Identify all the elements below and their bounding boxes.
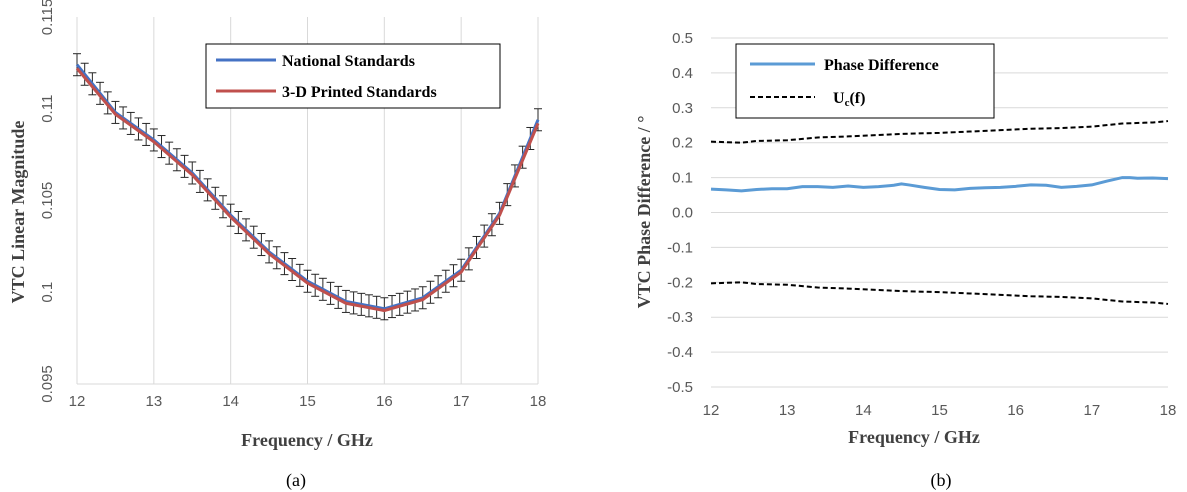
chart-b-series-phase bbox=[710, 176, 1169, 193]
chart-a-x-tick-label: 16 bbox=[376, 393, 393, 410]
chart-a-legend-label-printed: 3-D Printed Standards bbox=[282, 84, 437, 101]
chart-a-x-tick-label: 14 bbox=[222, 393, 239, 410]
chart-a-legend-label-national: National Standards bbox=[282, 53, 415, 70]
chart-b-caption: (b) bbox=[931, 470, 952, 491]
chart-b-x-tick-labels: 12 13 14 15 16 17 18 bbox=[703, 402, 1177, 419]
chart-b-y-tick-label: -0.5 bbox=[667, 379, 693, 396]
chart-b-legend: Phase Difference Uc(f) bbox=[735, 43, 995, 119]
chart-b-x-tick-label: 14 bbox=[855, 402, 872, 419]
chart-b-uncertainty-upper bbox=[710, 120, 1169, 144]
chart-b-y-tick-label: 0.1 bbox=[672, 170, 693, 187]
chart-a: 12 13 14 15 16 17 18 0.095 0.1 0.105 0.11 0.115 Fr… bbox=[8, 0, 546, 491]
chart-a-y-tick-label: 0.095 bbox=[39, 365, 56, 403]
chart-a-x-tick-label: 18 bbox=[530, 393, 547, 410]
chart-a-y-tick-label: 0.1 bbox=[39, 282, 56, 303]
chart-b-y-axis-title: VTC Phase Difference / ° bbox=[634, 116, 654, 309]
chart-b-x-tick-label: 15 bbox=[931, 402, 948, 419]
chart-b-y-tick-label: -0.3 bbox=[667, 309, 693, 326]
chart-b-y-tick-label: 0.2 bbox=[672, 135, 693, 152]
chart-b-x-tick-label: 18 bbox=[1160, 402, 1177, 419]
chart-b-y-tick-label: 0.5 bbox=[672, 30, 693, 47]
chart-a-x-tick-label: 15 bbox=[299, 393, 316, 410]
chart-b-uncertainty-lower bbox=[710, 281, 1169, 305]
chart-b-y-tick-label: -0.4 bbox=[667, 344, 693, 361]
chart-b-gridlines bbox=[711, 37, 1168, 388]
chart-a-x-tick-label: 12 bbox=[69, 393, 86, 410]
chart-a-y-tick-label: 0.11 bbox=[39, 95, 56, 123]
chart-a-x-axis-title: Frequency / GHz bbox=[241, 430, 373, 450]
chart-b-y-tick-label: 0.0 bbox=[672, 205, 693, 222]
chart-b: 12 13 14 15 16 17 18 -0.5 -0.4 -0.3 -0.2 -0.1 0.0 0.… bbox=[634, 30, 1176, 491]
chart-a-y-tick-labels: 0.095 0.1 0.105 0.11 0.115 bbox=[39, 0, 56, 403]
chart-b-y-tick-labels: -0.5 -0.4 -0.3 -0.2 -0.1 0.0 0.1 0.2 0.3 0.4 0.5 bbox=[667, 30, 693, 396]
chart-a-series-lines bbox=[75, 63, 540, 313]
chart-b-legend-label-phase: Phase Difference bbox=[824, 57, 939, 74]
chart-b-y-tick-label: -0.1 bbox=[667, 239, 693, 256]
chart-b-legend-label-uncertainty: Uc(f) bbox=[833, 90, 865, 109]
chart-a-caption: (a) bbox=[286, 470, 306, 491]
chart-b-legend-box bbox=[735, 43, 995, 119]
chart-a-legend-box bbox=[205, 43, 501, 109]
chart-a-x-tick-labels: 12 13 14 15 16 17 18 bbox=[69, 393, 547, 410]
chart-b-x-axis-title: Frequency / GHz bbox=[848, 427, 980, 447]
chart-b-y-tick-label: 0.3 bbox=[672, 100, 693, 117]
chart-a-x-tick-label: 17 bbox=[453, 393, 470, 410]
chart-a-x-tick-label: 13 bbox=[145, 393, 162, 410]
chart-b-y-tick-label: -0.2 bbox=[667, 274, 693, 291]
chart-b-y-tick-label: 0.4 bbox=[672, 65, 693, 82]
chart-a-y-tick-label: 0.105 bbox=[39, 182, 56, 220]
chart-b-x-tick-label: 17 bbox=[1083, 402, 1100, 419]
chart-b-x-tick-label: 16 bbox=[1007, 402, 1024, 419]
chart-b-series-lines bbox=[710, 176, 1169, 193]
chart-a-legend: National Standards 3-D Printed Standards bbox=[205, 43, 501, 109]
chart-a-y-axis-title: VTC Linear Magnitude bbox=[8, 121, 28, 304]
chart-b-uncertainty-lines bbox=[710, 120, 1169, 305]
chart-b-x-tick-label: 12 bbox=[703, 402, 720, 419]
chart-a-y-tick-label: 0.115 bbox=[39, 0, 56, 35]
chart-a-series-printed bbox=[75, 67, 540, 313]
chart-b-x-tick-label: 13 bbox=[779, 402, 796, 419]
